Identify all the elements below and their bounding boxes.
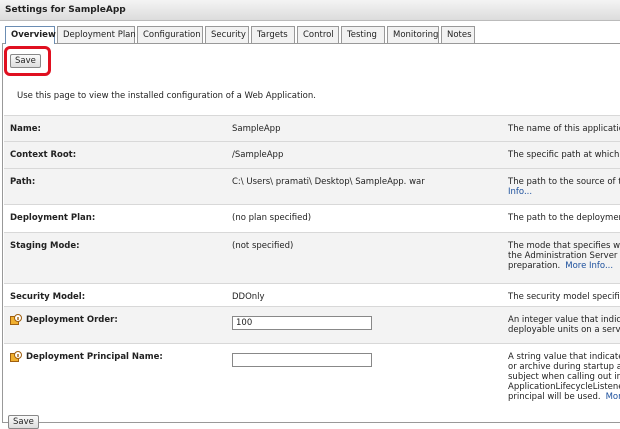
settings-row: Deployment Order: 100 An integer value tha… [4, 306, 620, 343]
settings-row: Security Model: DDOnly The security model … [4, 283, 620, 306]
tab[interactable]: Configuration [137, 26, 203, 43]
tab[interactable]: Testing [341, 26, 385, 43]
description-line: The specific path at which thi [508, 150, 620, 160]
description-line: Info... [508, 187, 532, 197]
description-text: principal will be used. [508, 392, 601, 402]
description-text: deployable units on a server, [508, 325, 620, 335]
description-line: The security model specifies [508, 292, 620, 302]
tab[interactable]: Security [205, 26, 249, 43]
description-text: The specific path at which thi [508, 150, 620, 160]
row-value: DDOnly [232, 292, 265, 302]
settings-row: Context Root: /SampleApp The specific path… [4, 141, 620, 168]
description-text: A string value that indicates w [508, 352, 620, 362]
text-input[interactable] [232, 353, 372, 367]
highlight-box [4, 46, 51, 76]
bottom-save-button[interactable]: Save [8, 415, 39, 429]
row-label: Path: [10, 177, 36, 187]
description-line: subject when calling out into [508, 372, 620, 382]
tab[interactable]: Control [297, 26, 339, 43]
description-line: principal will be used. More [508, 392, 620, 402]
content-panel [2, 43, 620, 423]
row-value: (not specified) [232, 241, 294, 251]
tab[interactable]: Notes [441, 26, 475, 43]
tab[interactable]: Deployment Plan [57, 26, 136, 43]
description-line: The path to the deployment p [508, 213, 620, 223]
description-text: the Administration Server to t [508, 251, 620, 261]
settings-row: Staging Mode: (not specified) The mode tha… [4, 232, 620, 283]
tab[interactable]: Monitoring [387, 26, 439, 43]
description-line: The mode that specifies whet [508, 241, 620, 251]
save-button[interactable]: Save [10, 54, 41, 68]
intro-text: Use this page to view the installed conf… [17, 91, 316, 101]
row-value: /SampleApp [232, 150, 284, 160]
row-value: (no plan specified) [232, 213, 312, 223]
row-value: C:\ Users\ pramati\ Desktop\ SampleApp. … [232, 177, 425, 187]
description-text: The path to the source of the [508, 177, 620, 187]
description-line: preparation. More Info... [508, 261, 613, 271]
description-text: ApplicationLifecycleListener. I [508, 382, 620, 392]
page-title: Settings for SampleApp [0, 0, 620, 21]
row-label: Name: [10, 124, 41, 134]
description-text: The mode that specifies whet [508, 241, 620, 251]
row-value: SampleApp [232, 124, 281, 134]
description-line: ApplicationLifecycleListener. I [508, 382, 620, 392]
tab[interactable]: Overview [5, 26, 56, 44]
text-input[interactable]: 100 [232, 316, 372, 330]
description-line: deployable units on a server, [508, 325, 620, 335]
row-label: Deployment Order: [26, 315, 118, 325]
description-line: or archive during startup and [508, 362, 620, 372]
info-icon [10, 314, 22, 325]
description-text: subject when calling out into [508, 372, 620, 382]
description-line: A string value that indicates w [508, 352, 620, 362]
settings-row: Path: C:\ Users\ pramati\ Desktop\ Sample… [4, 168, 620, 204]
description-line: An integer value that indicate [508, 315, 620, 325]
row-label: Staging Mode: [10, 241, 80, 251]
row-label: Context Root: [10, 150, 77, 160]
description-text: or archive during startup and [508, 362, 620, 372]
description-text: The name of this application [508, 124, 620, 134]
settings-row: Name: SampleApp The name of this applicati… [4, 115, 620, 141]
description-line: The name of this application [508, 124, 620, 134]
icon-graphic [10, 351, 22, 362]
info-icon [10, 351, 22, 362]
description-text: An integer value that indicate [508, 315, 620, 325]
row-label: Deployment Plan: [10, 213, 96, 223]
more-info-link[interactable]: More Info... [565, 261, 614, 271]
description-line: the Administration Server to t [508, 251, 620, 261]
tab[interactable]: Targets [251, 26, 295, 43]
settings-row: Deployment Plan: (no plan specified) The p… [4, 204, 620, 232]
settings-row: Deployment Principal Name: A string value… [4, 343, 620, 410]
description-text: The security model specifies [508, 292, 620, 302]
row-label: Deployment Principal Name: [26, 352, 163, 362]
more-info-link[interactable]: Info... [508, 187, 533, 197]
icon-graphic [10, 314, 22, 325]
row-label: Security Model: [10, 292, 86, 302]
description-text: The path to the deployment p [508, 213, 620, 223]
description-line: The path to the source of the [508, 177, 620, 187]
more-info-link[interactable]: More [605, 392, 620, 402]
description-text: preparation. [508, 261, 561, 271]
